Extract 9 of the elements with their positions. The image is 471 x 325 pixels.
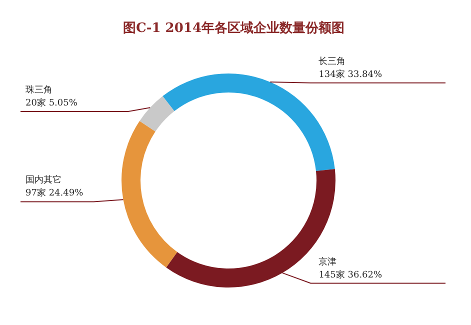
chart-title: 图C-1 2014年各区域企业数量份额图 [122,20,344,36]
data-label: 134家 33.84% [318,68,383,80]
data-label: 97家 24.49% [26,188,84,199]
slice-label: 长三角 [318,56,346,67]
slice-label: 国内其它 [26,174,62,186]
data-label: 20家 5.05% [26,97,78,108]
data-label: 145家 36.62% [318,269,383,280]
slice-label: 京津 [318,256,337,268]
slice-label: 珠三角 [26,84,52,96]
